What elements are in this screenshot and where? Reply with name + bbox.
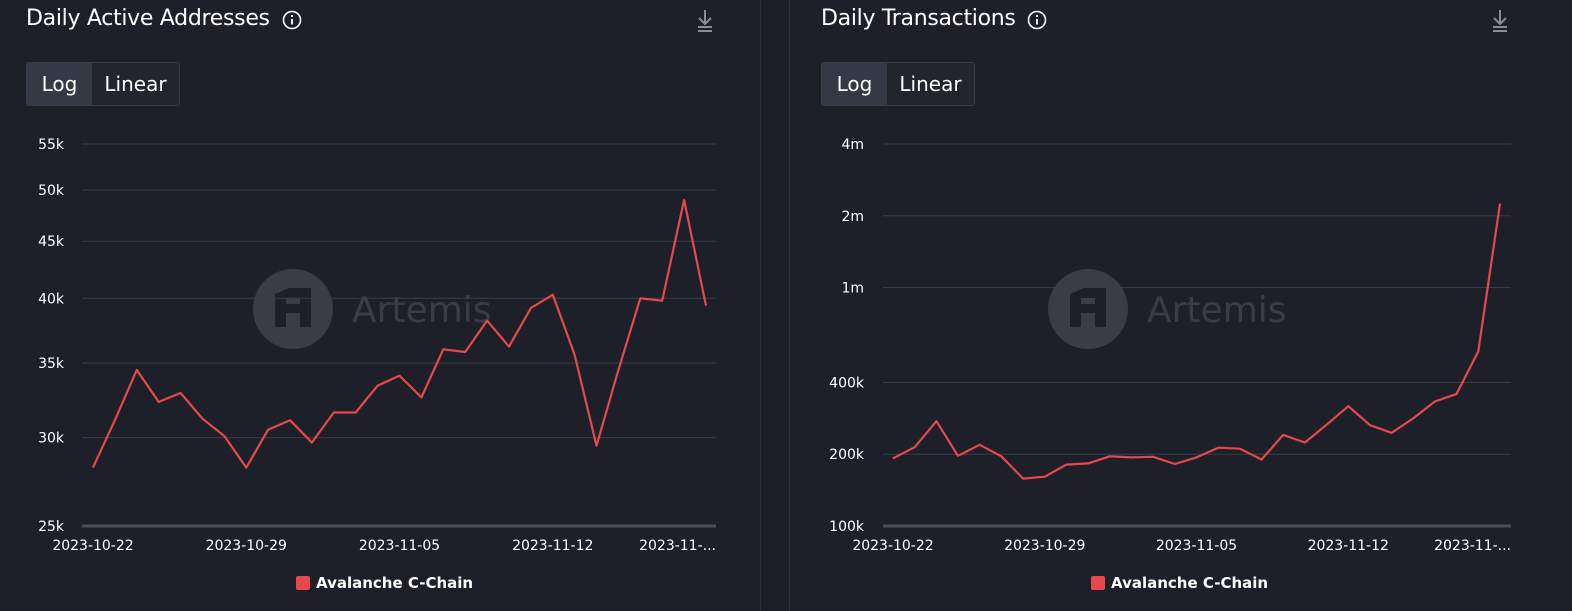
chart-panel-transactions: Daily Transactions Log Linear Artemis 100… xyxy=(790,0,1572,611)
chart-area: Artemis 100k 200k 400k 1m 2m 4m 2023-10-22 2023-… xyxy=(829,137,1511,554)
watermark-logo xyxy=(253,269,333,349)
info-icon[interactable] xyxy=(282,10,302,30)
series-line[interactable] xyxy=(892,203,1502,480)
panel-divider xyxy=(760,0,761,611)
y-tick-label: 55k xyxy=(38,137,65,153)
info-icon[interactable] xyxy=(1027,10,1047,30)
x-tick-label: 2023-11-12 xyxy=(512,538,593,554)
y-tick-label: 45k xyxy=(38,234,65,250)
legend-swatch xyxy=(1091,576,1105,590)
panel-divider xyxy=(789,0,790,611)
watermark-logo xyxy=(1048,269,1128,349)
chart-area: Artemis 25k 30k 35k 40k 45k 50k 55k 2023-10-22 20… xyxy=(38,137,716,554)
y-tick-label: 50k xyxy=(38,183,65,199)
y-tick-label: 35k xyxy=(38,356,65,372)
x-tick-label: 2023-10-22 xyxy=(52,538,133,554)
scale-toggle: Log Linear xyxy=(26,62,180,106)
series-line[interactable] xyxy=(92,198,708,469)
x-tick-label: 2023-11-05 xyxy=(1156,538,1237,554)
x-tick-label: 2023-10-29 xyxy=(206,538,287,554)
chart-legend[interactable]: Avalanche C-Chain xyxy=(296,574,473,592)
x-tick-label: 2023-11-... xyxy=(1434,538,1511,554)
chart-title: Daily Transactions xyxy=(821,6,1016,31)
x-tick-label: 2023-10-29 xyxy=(1004,538,1085,554)
x-tick-label: 2023-11-12 xyxy=(1308,538,1389,554)
linear-button[interactable]: Linear xyxy=(92,63,179,105)
chart-panel-active-addresses: Daily Active Addresses Log Linear Artemi… xyxy=(0,0,760,611)
linear-button[interactable]: Linear xyxy=(887,63,974,105)
log-button[interactable]: Log xyxy=(27,63,92,105)
download-icon[interactable] xyxy=(1490,8,1510,34)
y-tick-label: 100k xyxy=(829,519,865,535)
legend-label: Avalanche C-Chain xyxy=(316,574,474,592)
y-tick-label: 1m xyxy=(841,281,864,297)
x-tick-label: 2023-10-22 xyxy=(852,538,933,554)
log-button[interactable]: Log xyxy=(822,63,887,105)
legend-swatch xyxy=(296,576,310,590)
y-tick-label: 200k xyxy=(829,447,865,463)
y-tick-label: 40k xyxy=(38,291,65,307)
y-tick-label: 4m xyxy=(841,137,864,153)
legend-label: Avalanche C-Chain xyxy=(1111,574,1269,592)
watermark-text: Artemis xyxy=(352,290,492,331)
chart-title: Daily Active Addresses xyxy=(26,6,270,31)
x-tick-label: 2023-11-05 xyxy=(359,538,440,554)
scale-toggle: Log Linear xyxy=(821,62,975,106)
y-tick-label: 25k xyxy=(38,519,65,535)
y-tick-label: 30k xyxy=(38,431,65,447)
watermark-text: Artemis xyxy=(1147,290,1287,331)
y-tick-label: 2m xyxy=(841,209,864,225)
y-tick-label: 400k xyxy=(829,375,865,391)
download-icon[interactable] xyxy=(695,8,715,34)
chart-legend[interactable]: Avalanche C-Chain xyxy=(1091,574,1268,592)
x-tick-label: 2023-11-... xyxy=(639,538,716,554)
